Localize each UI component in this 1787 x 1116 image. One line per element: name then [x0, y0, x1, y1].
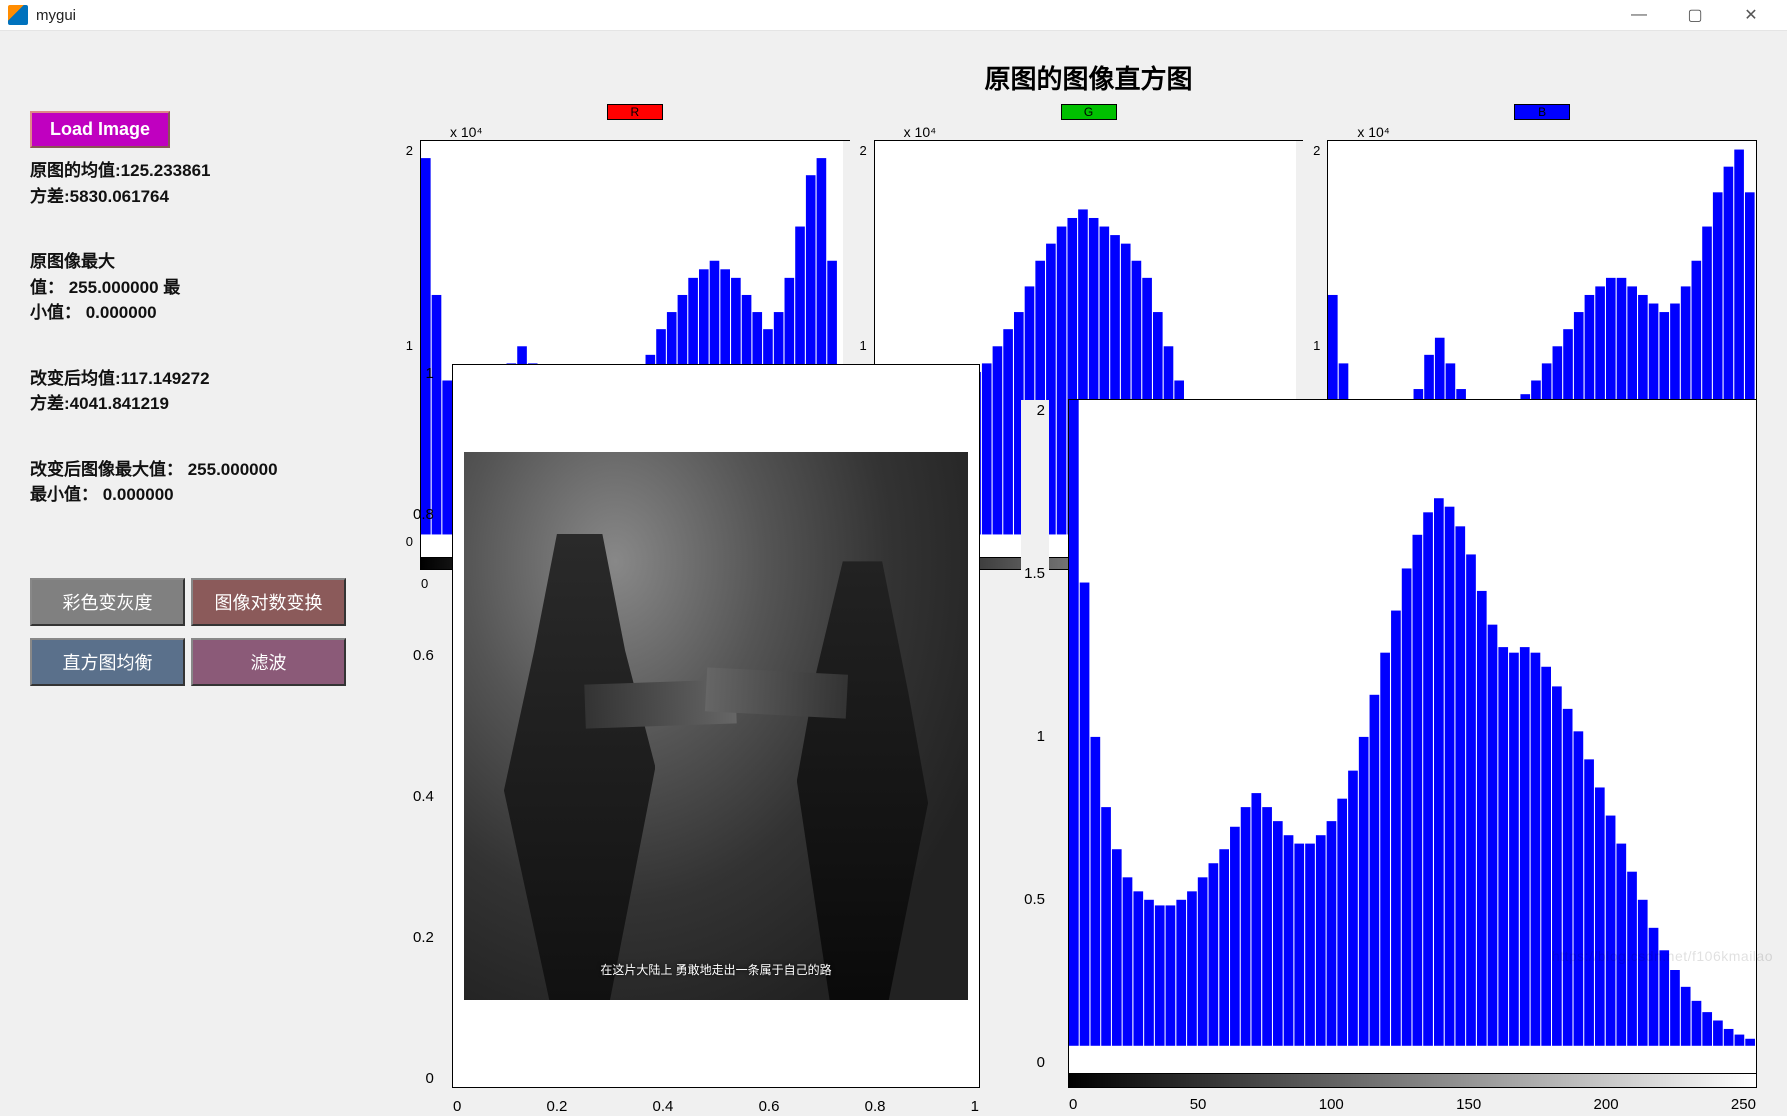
rgb-histograms: R x 10⁴ 2 1 0 050100150200250 — [420, 104, 1757, 334]
titlebar: mygui — ▢ ✕ — [0, 0, 1787, 31]
watermark: https://blog.csdn.net/f106kmailao — [1552, 948, 1773, 964]
hist-g: G x 10⁴ 2 1 0 050100150200250 — [874, 104, 1304, 334]
hist-big-svg — [1069, 400, 1756, 1087]
changed-histogram: x 10⁴ 改变后图像的直方图 21.510.50 05010015020025… — [1020, 364, 1757, 1088]
changed-mean-var: 改变后均值:117.149272 方差:4041.841219 — [30, 366, 350, 417]
maximize-button[interactable]: ▢ — [1667, 0, 1723, 30]
client-area: Load Image 原图的均值:125.233861 方差:5830.0617… — [0, 31, 1787, 1116]
close-button[interactable]: ✕ — [1723, 0, 1779, 30]
app-window: mygui — ▢ ✕ Load Image 原图的均值:125.233861 … — [0, 0, 1787, 970]
hist-eq-button[interactable]: 直方图均衡 — [30, 638, 185, 686]
tool-buttons: 彩色变灰度 图像对数变换 直方图均衡 滤波 — [30, 578, 390, 686]
right-panel: 原图的图像直方图 R x 10⁴ 2 1 0 050100150200250 — [420, 59, 1757, 1088]
gradbar-big — [1069, 1073, 1756, 1087]
legend-r: R — [607, 104, 663, 120]
matlab-icon — [8, 5, 28, 25]
log-transform-button[interactable]: 图像对数变换 — [191, 578, 346, 626]
orig-mean-var: 原图的均值:125.233861 方差:5830.061764 — [30, 158, 350, 209]
minimize-button[interactable]: — — [1611, 0, 1667, 30]
hist-b: B x 10⁴ 2 1 0 050100150200250 — [1327, 104, 1757, 334]
image-axes: 10.80.60.40.20 在这片大陆上 勇敢地走出一条属于自己的路 00.2… — [452, 364, 980, 1088]
orig-hist-title: 原图的图像直方图 — [420, 59, 1757, 96]
lower-row: 10.80.60.40.20 在这片大陆上 勇敢地走出一条属于自己的路 00.2… — [420, 364, 1757, 1088]
image-cell: 10.80.60.40.20 在这片大陆上 勇敢地走出一条属于自己的路 00.2… — [420, 364, 980, 1088]
big-yaxis: 21.510.50 — [1021, 400, 1049, 1073]
big-chart: 21.510.50 050100150200250 — [1068, 399, 1757, 1088]
left-panel: Load Image 原图的均值:125.233861 方差:5830.0617… — [30, 59, 390, 1088]
hist-r: R x 10⁴ 2 1 0 050100150200250 — [420, 104, 850, 334]
exp-g: x 10⁴ — [904, 124, 936, 140]
orig-range: 原图像最大 值： 255.000000 最 小值： 0.000000 — [30, 249, 350, 326]
load-image-button[interactable]: Load Image — [30, 111, 170, 148]
changed-range: 改变后图像最大值： 255.000000 最小值： 0.000000 — [30, 457, 350, 508]
big-xaxis: 050100150200250 — [1069, 1096, 1756, 1113]
legend-g: G — [1061, 104, 1117, 120]
image-yaxis: 10.80.60.40.20 — [413, 365, 434, 1087]
to-gray-button[interactable]: 彩色变灰度 — [30, 578, 185, 626]
image-xaxis: 00.20.40.60.81 — [453, 1098, 979, 1115]
legend-b: B — [1514, 104, 1570, 120]
filter-button[interactable]: 滤波 — [191, 638, 346, 686]
window-title: mygui — [36, 7, 1611, 24]
exp-b: x 10⁴ — [1357, 124, 1389, 140]
exp-r: x 10⁴ — [450, 124, 482, 140]
window-controls: — ▢ ✕ — [1611, 0, 1779, 30]
grayscale-image: 在这片大陆上 勇敢地走出一条属于自己的路 — [464, 452, 969, 1001]
